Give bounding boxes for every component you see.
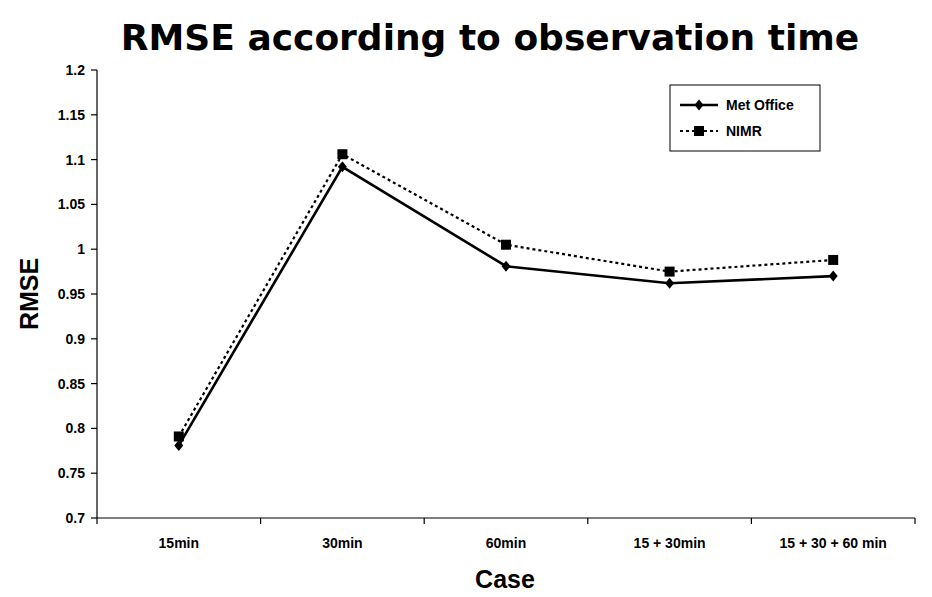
y-tick-label: 0.7 [66,510,86,526]
y-tick [91,69,97,70]
y-tick [91,249,97,250]
legend-label: NIMR [726,123,762,139]
y-tick-label: 0.95 [58,286,85,302]
x-tick [751,518,752,524]
chart-title: RMSE according to observation time [121,17,859,58]
y-tick [91,159,97,160]
x-tick [914,518,915,524]
y-tick-label: 1 [77,241,85,257]
y-tick [91,293,97,294]
y-tick [91,517,97,518]
series-line [179,167,833,446]
y-tick-label: 0.75 [58,465,85,481]
data-point [665,267,675,277]
x-axis-label: Case [475,565,535,593]
y-tick-label: 1.1 [66,152,86,168]
y-tick-label: 0.85 [58,376,85,392]
x-tick-label: 15 + 30 + 60 min [779,535,886,551]
legend-marker [695,100,704,111]
y-tick [91,383,97,384]
y-tick-label: 0.8 [66,420,86,436]
x-tick-label: 30min [322,535,362,551]
series-line [179,154,833,436]
data-point [829,271,838,282]
y-tick-label: 1.15 [58,107,85,123]
legend: Met Office NIMR [670,85,820,151]
data-point [337,149,347,159]
data-point [501,240,511,250]
data-point [338,161,347,172]
y-tick-label: 0.9 [66,331,86,347]
x-tick [424,518,425,524]
data-point [174,440,183,451]
y-tick [91,204,97,205]
x-tick [96,518,97,524]
plot-area [174,149,838,451]
x-axis [97,517,915,518]
x-tick-label: 60min [486,535,526,551]
y-tick [91,114,97,115]
legend-box [670,85,820,151]
x-tick-label: 15min [159,535,199,551]
chart-svg: RMSE according to observation time 0.7 0.7… [0,0,932,597]
chart-container: RMSE according to observation time 0.7 0.7… [0,0,932,597]
y-tick-label: 1.2 [66,62,86,78]
x-tick [260,518,261,524]
y-axis-label: RMSE [15,258,43,330]
y-tick [91,428,97,429]
data-point [828,255,838,265]
legend-label: Met Office [726,97,794,113]
y-tick-label: 1.05 [58,196,85,212]
data-point [665,278,674,289]
y-tick [91,338,97,339]
legend-marker [694,126,704,136]
x-tick-label: 15 + 30min [634,535,706,551]
y-tick [91,473,97,474]
x-tick [587,518,588,524]
data-point [502,261,511,272]
